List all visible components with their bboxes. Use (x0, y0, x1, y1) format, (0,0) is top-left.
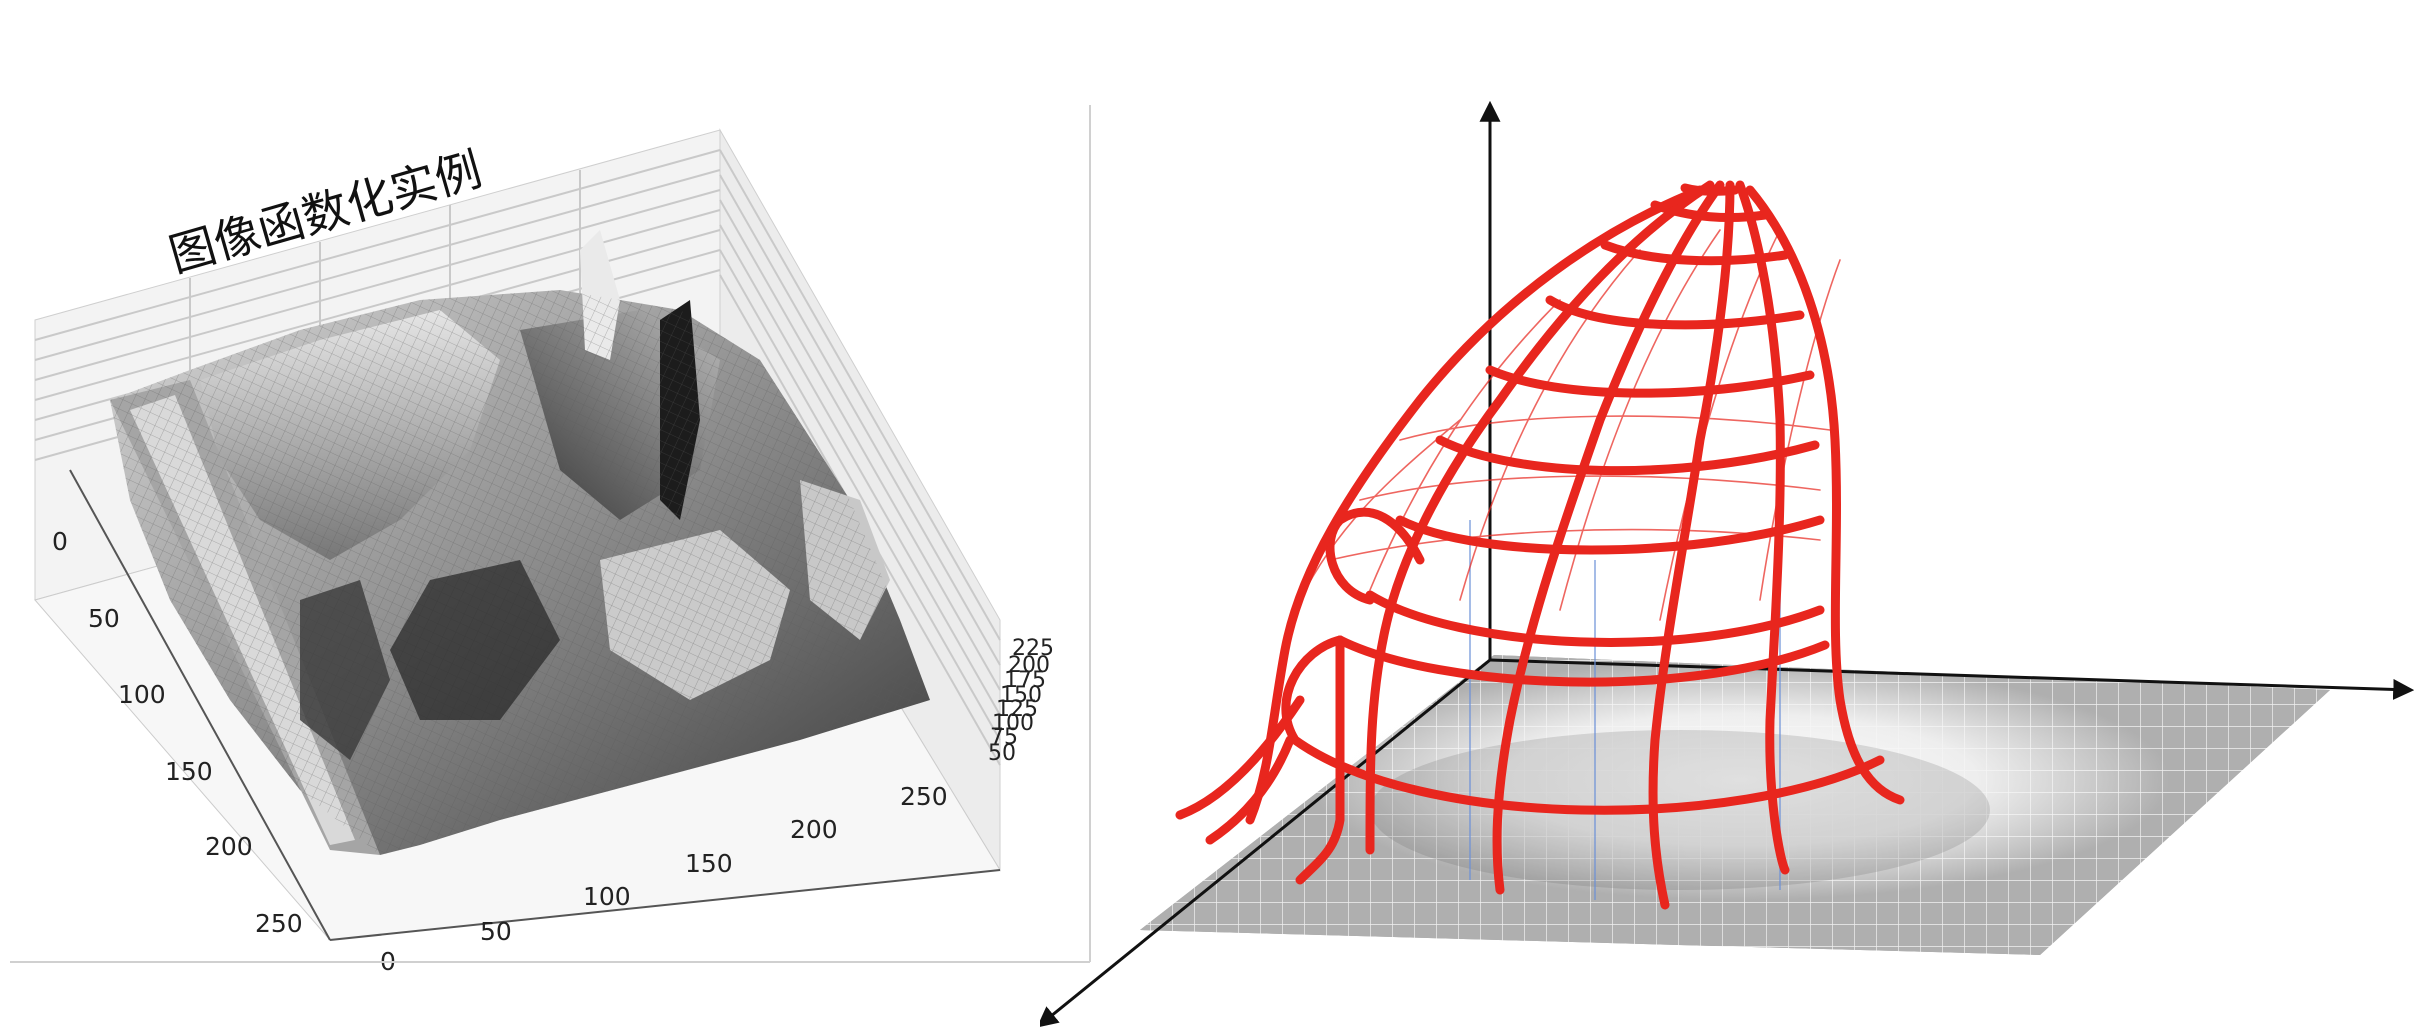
tick-z-75: 75 (990, 725, 1018, 750)
z-axis-ticks: 225 200 175 150 125 100 75 50 (988, 636, 1054, 766)
tick-bottom-150: 150 (685, 849, 733, 878)
surface-plot-svg: 图像函数化实例 0 50 100 150 200 250 0 50 100 15… (10, 105, 1091, 976)
x-axis-line (69, 469, 331, 941)
depth-axis (1040, 658, 1491, 1028)
tick-z-150: 150 (1000, 683, 1042, 708)
y-axis-line (329, 869, 1001, 941)
tick-z-125: 125 (996, 697, 1038, 722)
tick-left-100: 100 (118, 680, 166, 709)
tick-bottom-200: 200 (790, 815, 838, 844)
tick-bottom-50: 50 (480, 917, 512, 946)
tick-z-225: 225 (1012, 636, 1054, 661)
bottom-axis-ticks: 0 50 100 150 200 250 (380, 782, 948, 976)
tick-left-50: 50 (88, 604, 120, 633)
left-axis-ticks: 0 50 100 150 200 250 (52, 527, 303, 938)
tick-z-50: 50 (988, 741, 1016, 766)
red-wireframe-mesh (1175, 180, 1905, 910)
wireframe-svg (1040, 100, 2415, 1028)
grayscale-surface (110, 230, 930, 855)
tick-z-200: 200 (1008, 653, 1050, 678)
wireframe-diagram-panel (1040, 0, 2422, 1033)
horizontal-axis (1489, 658, 2415, 700)
tick-z-175: 175 (1004, 668, 1046, 693)
tick-left-200: 200 (205, 832, 253, 861)
tick-left-150: 150 (165, 757, 213, 786)
tick-bottom-250: 250 (900, 782, 948, 811)
tick-left-250: 250 (255, 909, 303, 938)
tick-bottom-100: 100 (583, 882, 631, 911)
surface-plot-panel: 图像函数化实例 0 50 100 150 200 250 0 50 100 15… (0, 0, 1100, 1033)
tick-left-0: 0 (52, 527, 68, 556)
tick-z-100: 100 (992, 711, 1034, 736)
